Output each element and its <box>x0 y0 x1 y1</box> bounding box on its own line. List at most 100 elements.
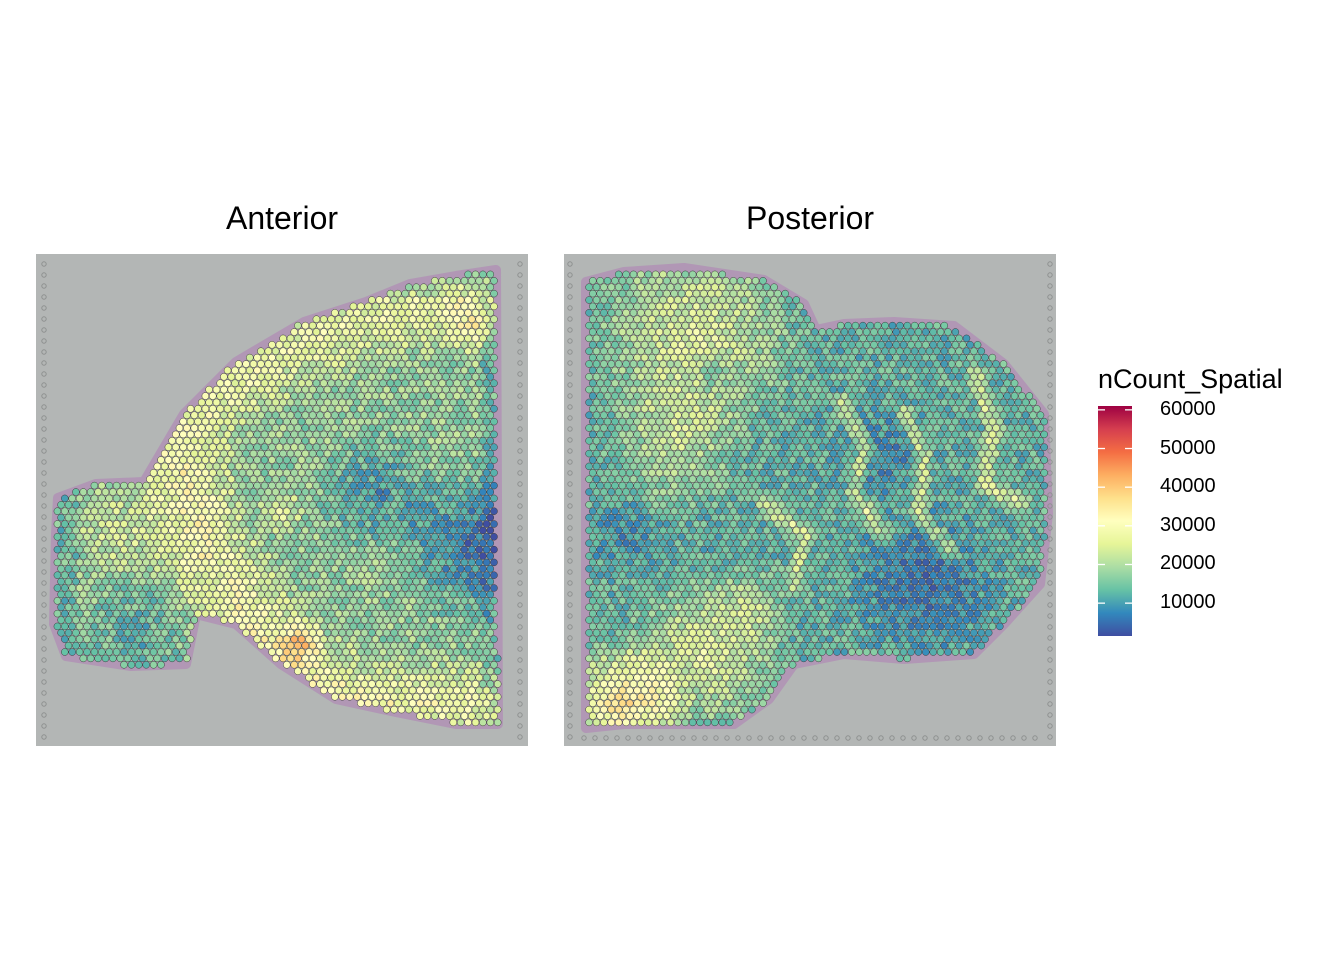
anterior-spot <box>342 584 350 592</box>
posterior-spot <box>862 469 871 477</box>
posterior-fiducial-spot <box>724 735 730 741</box>
anterior-spot <box>408 379 417 387</box>
posterior-spot <box>870 494 878 503</box>
posterior-spot <box>918 449 926 458</box>
anterior-spot <box>342 494 350 503</box>
anterior-spot <box>283 507 291 515</box>
anterior-spot <box>301 641 310 650</box>
posterior-spot <box>696 373 704 381</box>
posterior-spot <box>914 456 923 464</box>
anterior-spot <box>331 641 339 650</box>
anterior-fiducial-spot <box>41 613 47 619</box>
posterior-spot <box>637 475 645 483</box>
posterior-spot <box>685 341 693 349</box>
anterior-spot <box>283 481 291 490</box>
anterior-spot <box>242 552 250 560</box>
posterior-spot <box>833 481 841 490</box>
anterior-spot <box>449 629 458 637</box>
anterior-spot <box>412 411 421 419</box>
anterior-spot <box>323 334 332 343</box>
anterior-spot <box>360 309 369 317</box>
posterior-spot <box>733 373 741 381</box>
anterior-spot <box>205 449 213 458</box>
anterior-spot <box>331 347 339 355</box>
posterior-spot <box>762 488 771 496</box>
posterior-spot <box>744 469 752 477</box>
anterior-spot <box>172 635 180 643</box>
anterior-spot <box>286 360 295 368</box>
posterior-spot <box>696 321 704 330</box>
posterior-spot <box>737 328 745 336</box>
anterior-spot <box>419 424 428 432</box>
anterior-spot <box>201 520 210 528</box>
posterior-spot <box>755 373 764 381</box>
anterior-spot <box>308 334 317 343</box>
anterior-spot <box>397 501 406 509</box>
anterior-spot <box>271 603 280 611</box>
anterior-spot <box>357 648 365 656</box>
posterior-spot <box>640 315 649 323</box>
anterior-spot <box>342 353 350 362</box>
posterior-spot <box>947 462 956 471</box>
anterior-spot <box>271 475 280 483</box>
posterior-spot <box>822 360 830 368</box>
posterior-spot <box>744 443 752 451</box>
anterior-spot <box>327 584 335 592</box>
anterior-spot <box>312 622 321 631</box>
posterior-spot <box>977 488 986 496</box>
posterior-spot <box>674 347 682 355</box>
anterior-spot <box>345 385 354 394</box>
anterior-spot <box>301 321 310 330</box>
posterior-spot <box>614 411 623 419</box>
anterior-spot <box>327 507 335 515</box>
posterior-fiducial-spot <box>1047 602 1053 608</box>
posterior-spot <box>685 481 693 490</box>
anterior-spot <box>449 488 458 496</box>
posterior-spot <box>962 347 971 355</box>
anterior-spot <box>179 494 187 503</box>
posterior-spot <box>703 475 712 483</box>
anterior-spot <box>382 449 391 458</box>
anterior-spot <box>460 533 469 541</box>
anterior-spot <box>368 552 376 560</box>
anterior-spot <box>453 379 461 387</box>
anterior-spot <box>349 353 358 362</box>
anterior-spot <box>323 667 332 675</box>
posterior-fiducial-spot <box>1047 371 1053 377</box>
posterior-spot <box>670 379 678 387</box>
anterior-spot <box>405 475 413 483</box>
anterior-spot <box>109 641 117 650</box>
anterior-spot <box>312 379 321 387</box>
posterior-spot <box>951 379 960 387</box>
anterior-spot <box>427 334 435 343</box>
anterior-spot <box>194 507 202 515</box>
posterior-spot <box>762 398 771 407</box>
anterior-spot <box>416 366 424 375</box>
anterior-spot <box>464 475 472 483</box>
anterior-spot <box>449 718 458 727</box>
anterior-spot <box>57 603 65 611</box>
anterior-spot <box>482 609 491 618</box>
anterior-spot <box>379 481 387 490</box>
anterior-spot <box>371 520 380 528</box>
posterior-spot <box>933 449 941 458</box>
anterior-spot <box>123 501 132 509</box>
posterior-spot <box>1018 392 1026 400</box>
anterior-spot <box>405 373 413 381</box>
anterior-spot <box>394 443 402 451</box>
posterior-spot <box>740 296 749 304</box>
anterior-spot <box>349 366 358 375</box>
anterior-spot <box>160 488 169 496</box>
posterior-spot <box>910 334 919 343</box>
posterior-spot <box>633 417 641 426</box>
anterior-spot <box>231 507 239 515</box>
posterior-spot <box>914 328 923 336</box>
anterior-spot <box>412 603 421 611</box>
anterior-spot <box>316 334 324 343</box>
posterior-spot <box>729 341 738 349</box>
posterior-spot <box>844 347 852 355</box>
posterior-spot <box>988 405 997 413</box>
posterior-spot <box>844 475 852 483</box>
anterior-spot <box>75 545 84 554</box>
anterior-spot <box>394 302 402 311</box>
